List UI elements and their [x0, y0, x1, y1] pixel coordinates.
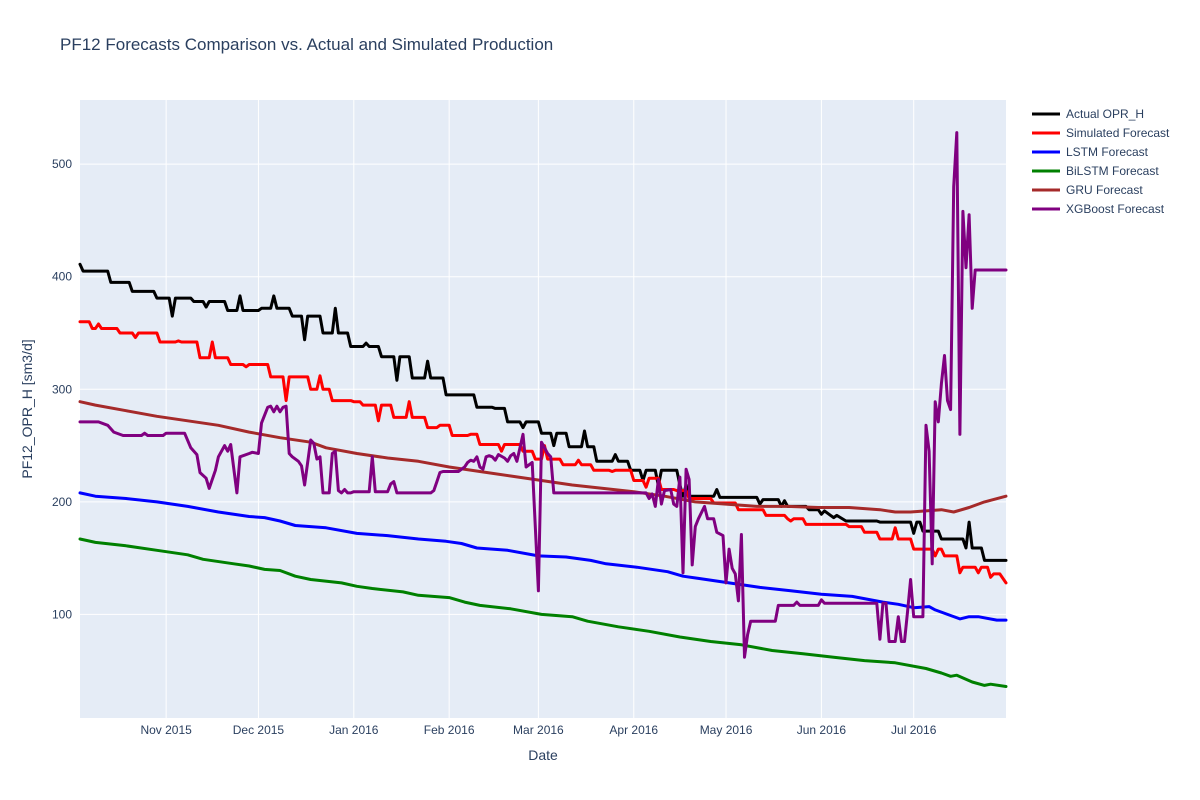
- series-line-actual-opr-h: [78, 262, 1008, 562]
- y-tick-label: 200: [52, 495, 72, 509]
- x-tick-label: Jul 2016: [891, 723, 937, 737]
- y-tick-label: 100: [52, 607, 72, 621]
- y-tick-label: 400: [52, 270, 72, 284]
- series-line-bilstm-forecast: [78, 537, 1008, 688]
- series-line-lstm-forecast: [78, 491, 1008, 622]
- x-tick-label: Apr 2016: [609, 723, 658, 737]
- plot-area: [80, 100, 1006, 718]
- x-tick-label: May 2016: [700, 723, 753, 737]
- x-tick-label: Jun 2016: [797, 723, 847, 737]
- x-axis-title: Date: [528, 747, 558, 763]
- series-lines: [78, 131, 1008, 688]
- legend-label: LSTM Forecast: [1066, 145, 1149, 159]
- y-tick-label: 300: [52, 382, 72, 396]
- legend-label: Simulated Forecast: [1066, 126, 1170, 140]
- series-line-simulated-forecast: [78, 320, 1008, 585]
- legend-item-simulated-forecast[interactable]: Simulated Forecast: [1032, 126, 1170, 140]
- legend-item-xgboost-forecast[interactable]: XGBoost Forecast: [1032, 202, 1165, 216]
- x-tick-label: Nov 2015: [140, 723, 192, 737]
- x-tick-label: Dec 2015: [233, 723, 285, 737]
- y-tick-label: 500: [52, 157, 72, 171]
- legend-item-bilstm-forecast[interactable]: BiLSTM Forecast: [1032, 164, 1159, 178]
- legend-label: GRU Forecast: [1066, 183, 1143, 197]
- x-axis-ticks: Nov 2015 Dec 2015 Jan 2016 Feb 2016 Mar 2016…: [140, 723, 936, 737]
- x-tick-label: Mar 2016: [513, 723, 564, 737]
- legend-item-actual-opr-h[interactable]: Actual OPR_H: [1032, 107, 1144, 121]
- legend-label: BiLSTM Forecast: [1066, 164, 1159, 178]
- legend: Actual OPR_H Simulated Forecast LSTM Forec…: [1032, 107, 1170, 216]
- chart-title: PF12 Forecasts Comparison vs. Actual and…: [60, 35, 553, 54]
- series-line-gru-forecast: [78, 400, 1008, 514]
- y-axis-ticks: 100 200 300 400 500: [52, 157, 72, 621]
- x-tick-label: Feb 2016: [424, 723, 475, 737]
- legend-label: Actual OPR_H: [1066, 107, 1144, 121]
- legend-item-gru-forecast[interactable]: GRU Forecast: [1032, 183, 1143, 197]
- legend-label: XGBoost Forecast: [1066, 202, 1165, 216]
- series-line-xgboost-forecast: [78, 131, 1008, 659]
- x-tick-label: Jan 2016: [329, 723, 379, 737]
- y-axis-title: PF12_OPR_H [sm3/d]: [19, 339, 35, 478]
- legend-item-lstm-forecast[interactable]: LSTM Forecast: [1032, 145, 1149, 159]
